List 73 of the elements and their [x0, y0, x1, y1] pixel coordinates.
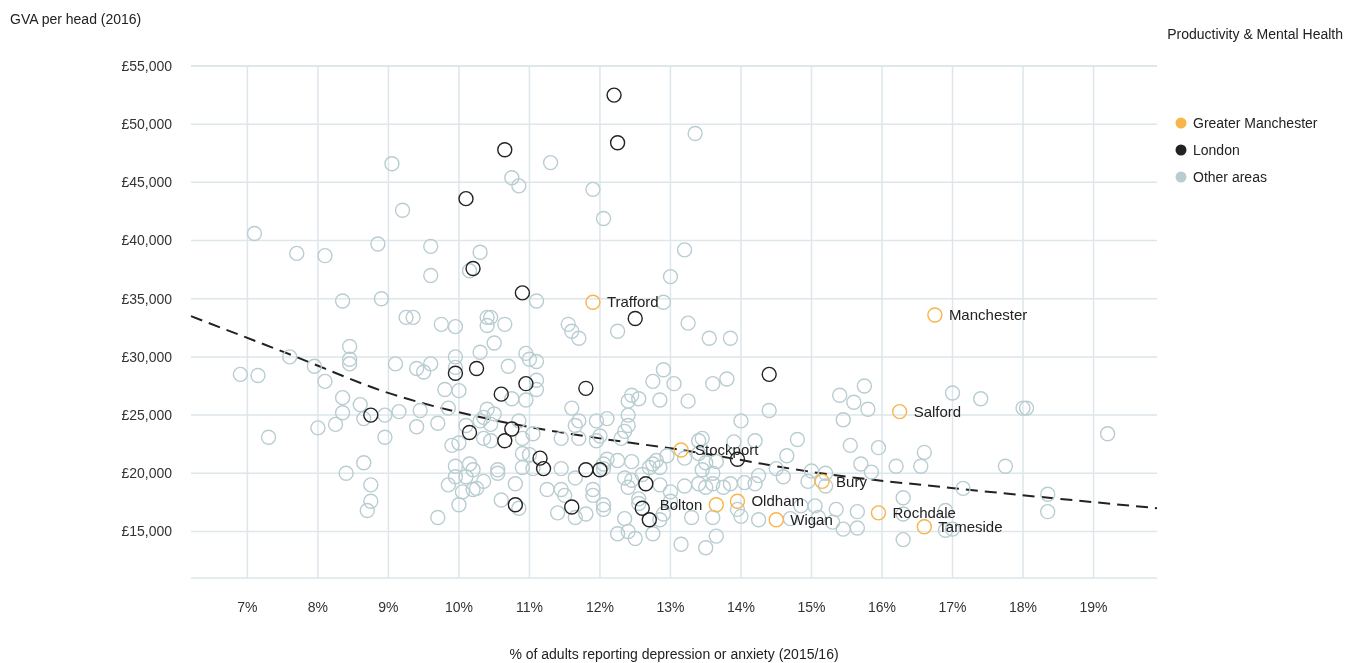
annotation: Trafford — [606, 293, 659, 311]
y-tick-label: £30,000 — [121, 348, 173, 365]
point — [708, 496, 725, 513]
annotation: Stockport — [695, 441, 760, 459]
y-tick-label: £25,000 — [121, 406, 173, 423]
y-tick-label: £45,000 — [121, 174, 173, 191]
point — [891, 403, 908, 420]
x-tick-label: 18% — [1009, 599, 1038, 615]
point — [493, 386, 509, 402]
point — [497, 142, 513, 158]
point — [638, 476, 654, 492]
x-tick-label: 14% — [726, 599, 755, 615]
point — [532, 450, 548, 466]
annotation: Rochdale — [892, 504, 956, 522]
y-tick-label: £40,000 — [121, 232, 173, 249]
x-tick-label: 9% — [378, 599, 399, 615]
point — [465, 260, 481, 277]
x-tick-label: 17% — [938, 599, 967, 615]
x-tick-label: 13% — [656, 599, 685, 615]
legend-label: Greater Manchester — [1193, 114, 1318, 131]
annotation: Bury — [836, 472, 868, 490]
point — [518, 375, 534, 392]
x-tick-label: 15% — [797, 599, 826, 615]
point — [585, 294, 601, 310]
point — [916, 519, 933, 535]
y-tick-label: £15,000 — [121, 523, 173, 540]
point — [564, 499, 580, 515]
point — [592, 462, 608, 478]
point — [468, 360, 485, 377]
x-axis-title: % of adults reporting depression or anxiety (2015/16) — [509, 646, 839, 662]
point — [578, 462, 594, 478]
annotation: Manchester — [948, 306, 1028, 324]
point — [504, 421, 520, 437]
point — [447, 365, 464, 381]
legend-label: Other areas — [1193, 168, 1267, 185]
point — [673, 442, 689, 458]
point — [729, 493, 746, 509]
point — [927, 307, 943, 323]
x-tick-label: 10% — [444, 599, 473, 615]
point — [609, 135, 626, 151]
point — [606, 87, 622, 103]
point — [761, 366, 777, 383]
x-tick-label: 19% — [1079, 599, 1108, 615]
y-axis-title: GVA per head (2016) — [10, 11, 142, 27]
point — [870, 505, 887, 521]
point — [634, 500, 650, 516]
point — [458, 190, 474, 207]
annotation: Wigan — [790, 511, 833, 529]
point — [627, 310, 643, 327]
x-tick-label: 8% — [307, 599, 329, 615]
point — [363, 407, 379, 423]
point — [507, 496, 524, 513]
point — [514, 285, 531, 301]
x-tick-label: 16% — [867, 599, 897, 615]
annotation: Oldham — [751, 492, 804, 510]
point — [461, 424, 478, 441]
y-tick-label: £20,000 — [121, 465, 173, 482]
point — [768, 512, 784, 528]
x-tick-label: 11% — [515, 599, 543, 615]
annotation: Salford — [913, 402, 962, 420]
point — [578, 380, 594, 397]
point — [641, 512, 658, 528]
annotation: Bolton — [659, 495, 703, 513]
y-tick-label: £55,000 — [121, 57, 173, 74]
y-tick-label: £35,000 — [121, 290, 173, 307]
x-tick-label: 7% — [237, 599, 258, 615]
text: Productivity & Mental Health — [1167, 26, 1343, 42]
legend-label: London — [1193, 141, 1240, 158]
y-tick-label: £50,000 — [121, 116, 173, 133]
point — [497, 432, 513, 449]
x-tick-label: 12% — [585, 599, 614, 615]
point — [535, 460, 552, 477]
point — [814, 473, 830, 490]
